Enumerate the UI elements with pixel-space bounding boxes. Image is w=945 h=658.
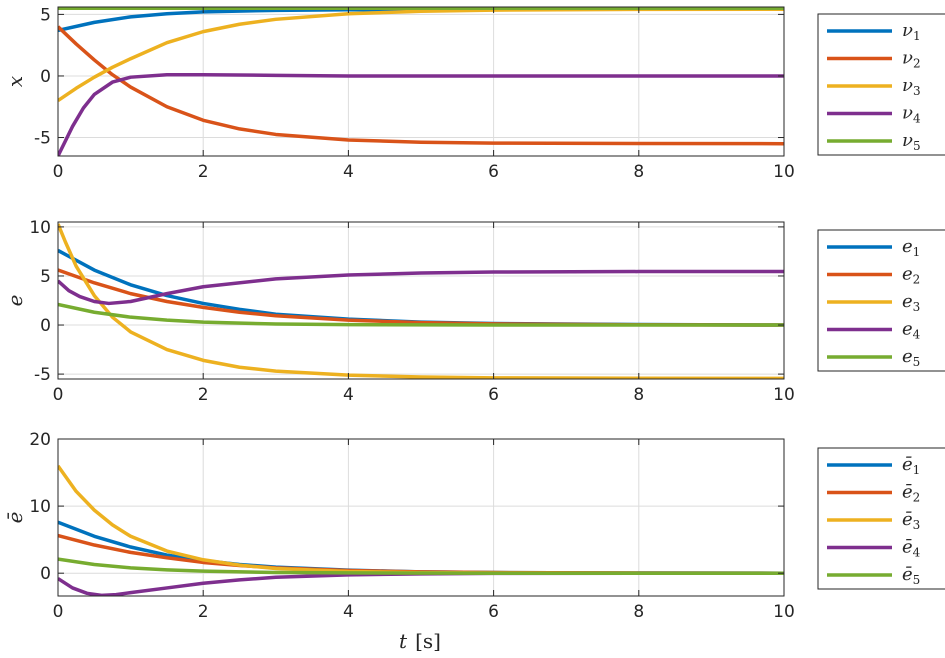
series-line-3 — [58, 7, 784, 103]
series-line-4 — [58, 269, 784, 306]
legend-entry: ν5 — [902, 130, 921, 153]
x-tick-label: 4 — [343, 602, 354, 622]
y-tick-label: 0 — [40, 67, 51, 87]
y-tick-label: 20 — [29, 430, 51, 450]
legend-entry: ē5 — [902, 564, 920, 587]
x-tick-label: 6 — [488, 602, 499, 622]
legend-entry: e1 — [902, 236, 920, 259]
x-tick-label: 6 — [488, 162, 499, 182]
legend-entry: e2 — [902, 264, 920, 287]
axes-frame — [57, 221, 785, 380]
y-tick-label: 5 — [40, 267, 51, 287]
x-tick-label: 0 — [53, 602, 64, 622]
legend-entry: ν1 — [902, 20, 921, 43]
legend-entry: e3 — [902, 291, 920, 314]
x-tick-label: 8 — [633, 385, 644, 405]
legend: e1 e2 e3 e4 e5 — [817, 229, 945, 372]
legend-entry: ē4 — [902, 537, 921, 560]
panel-3: 0 2 4 6 8 10 0 10 20 ē ē1 ē2 ē3 ē4 ē5 — [3, 430, 945, 622]
series-line-2 — [58, 25, 784, 146]
y-axis-label: x — [3, 76, 27, 87]
series-line-5 — [58, 302, 784, 327]
y-tick-label: 5 — [40, 5, 51, 25]
y-tick-label: 0 — [40, 316, 51, 336]
legend-entry: e4 — [902, 319, 921, 342]
x-tick-label: 2 — [198, 385, 209, 405]
y-tick-label: 0 — [40, 564, 51, 584]
x-tick-label: 2 — [198, 602, 209, 622]
legend-entry: ē1 — [902, 454, 920, 477]
y-tick-label: -5 — [34, 129, 51, 149]
y-tick-label: 10 — [29, 497, 51, 517]
axes-frame — [57, 438, 785, 597]
x-axis-label: t [s] — [399, 629, 441, 653]
series-line-2 — [58, 268, 784, 327]
series-line-1 — [58, 520, 784, 575]
x-tick-label: 2 — [198, 162, 209, 182]
x-tick-label: 4 — [343, 162, 354, 182]
x-tick-label: 0 — [53, 385, 64, 405]
x-axis-variable: t — [399, 629, 408, 653]
legend-entry: e5 — [902, 346, 920, 369]
series-line-4 — [58, 72, 784, 156]
x-tick-label: 0 — [53, 162, 64, 182]
series-line-5 — [58, 557, 784, 575]
series-line-4 — [58, 571, 784, 596]
legend-entry: ē3 — [902, 509, 920, 532]
x-tick-label: 8 — [633, 162, 644, 182]
x-tick-label: 6 — [488, 385, 499, 405]
x-tick-label: 10 — [773, 602, 795, 622]
legend: ν1 ν2 ν3 ν4 ν5 — [817, 13, 945, 156]
x-axis-unit: [s] — [415, 629, 441, 653]
legend-entry: ν2 — [902, 48, 921, 71]
y-axis-label: e — [3, 295, 27, 307]
legend-entry: ν4 — [902, 103, 921, 126]
legend-entry: ν3 — [902, 75, 921, 98]
y-tick-label: -5 — [34, 365, 51, 385]
axes-frame — [57, 6, 785, 157]
series-line-1 — [58, 248, 784, 327]
y-axis-label: ē — [3, 512, 27, 524]
x-tick-label: 4 — [343, 385, 354, 405]
series-line-3 — [58, 223, 784, 379]
x-tick-label: 8 — [633, 602, 644, 622]
x-tick-label: 10 — [773, 385, 795, 405]
legend-entry: ē2 — [902, 482, 920, 505]
legend: ē1 ē2 ē3 ē4 ē5 — [817, 447, 945, 590]
y-tick-label: 10 — [29, 218, 51, 238]
x-tick-label: 10 — [773, 162, 795, 182]
